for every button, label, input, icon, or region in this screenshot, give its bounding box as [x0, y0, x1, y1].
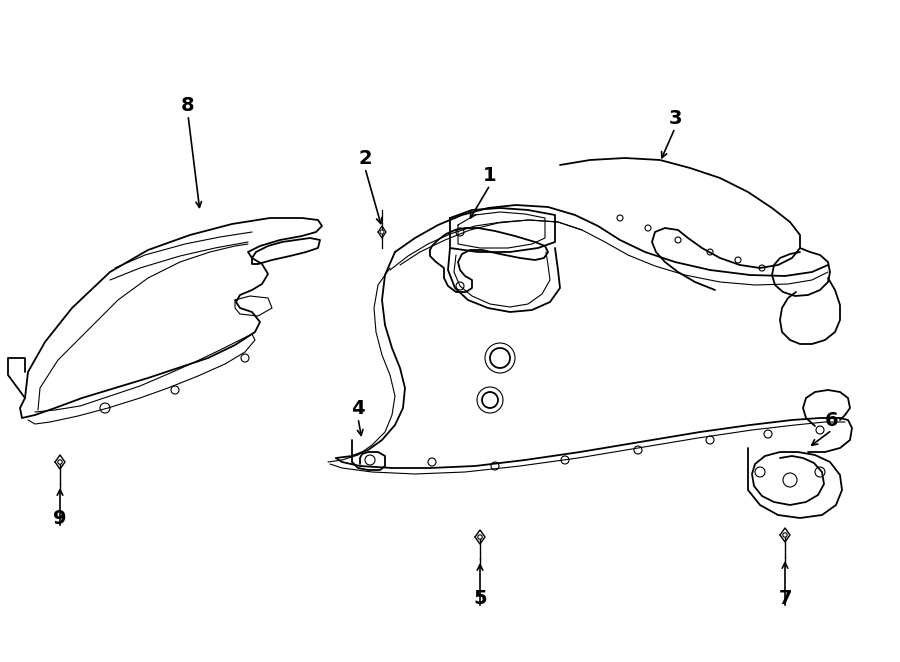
Text: 8: 8 — [181, 95, 194, 115]
Circle shape — [58, 460, 62, 464]
Text: 2: 2 — [358, 148, 372, 167]
Text: 5: 5 — [473, 589, 487, 608]
Text: 3: 3 — [668, 109, 682, 128]
Text: 6: 6 — [825, 410, 839, 430]
Text: 7: 7 — [778, 589, 792, 608]
Text: 1: 1 — [483, 166, 497, 185]
Circle shape — [478, 535, 482, 540]
Text: 4: 4 — [351, 399, 364, 418]
Circle shape — [380, 230, 384, 234]
Circle shape — [783, 533, 788, 537]
Text: 9: 9 — [53, 508, 67, 528]
